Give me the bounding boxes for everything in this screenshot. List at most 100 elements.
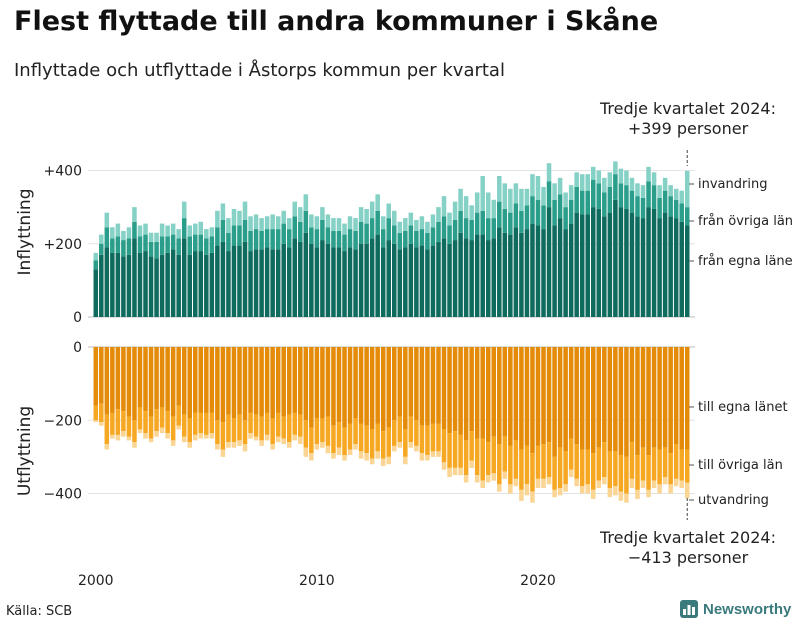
bar-outflow-2 [474, 475, 480, 483]
y-axis-title-outflow: Utflyttning [15, 406, 35, 496]
bar-outflow-0 [137, 347, 143, 408]
bar-outflow-2 [181, 436, 187, 443]
bar-inflow-1 [646, 181, 651, 208]
bar-inflow-1 [336, 230, 342, 248]
bar-outflow-1 [386, 427, 391, 457]
bar-inflow-1 [270, 229, 275, 250]
bar-inflow-1 [679, 203, 684, 222]
bar-outflow-2 [198, 433, 204, 439]
bar-inflow-2 [474, 192, 480, 213]
bar-outflow-2 [115, 434, 121, 441]
bar-outflow-2 [121, 431, 126, 437]
bar-outflow-0 [425, 347, 430, 426]
bar-inflow-2 [165, 225, 170, 237]
bar-outflow-1 [651, 447, 657, 481]
bar-inflow-1 [662, 190, 668, 213]
bar-inflow-1 [519, 210, 524, 233]
bar-inflow-2 [441, 196, 447, 217]
bar-inflow-0 [303, 232, 309, 317]
legend-label-till-ovriga-lan: till övriga län [698, 458, 783, 473]
bar-outflow-1 [485, 442, 491, 476]
bar-inflow-0 [237, 245, 242, 317]
legend-label-fran-ovriga-lan: från övriga län [698, 214, 793, 229]
bar-outflow-2 [574, 478, 579, 487]
bar-inflow-0 [662, 212, 668, 317]
bar-outflow-0 [253, 347, 259, 415]
bar-inflow-2 [673, 188, 679, 200]
bar-outflow-0 [159, 347, 165, 408]
bar-inflow-2 [170, 223, 176, 235]
bar-outflow-2 [684, 482, 690, 499]
bar-inflow-2 [684, 170, 690, 208]
annotation-bottom-line2: −413 personer [628, 548, 749, 567]
bar-inflow-0 [414, 247, 419, 317]
bar-inflow-2 [408, 212, 414, 226]
bar-outflow-1 [414, 420, 419, 446]
bar-outflow-0 [187, 347, 192, 419]
bar-inflow-1 [414, 230, 419, 248]
bar-outflow-2 [259, 440, 264, 446]
bar-inflow-2 [264, 216, 270, 230]
bar-inflow-0 [441, 238, 447, 317]
bar-outflow-2 [591, 489, 596, 499]
bar-outflow-0 [320, 347, 325, 419]
bar-inflow-2 [629, 177, 635, 191]
bar-outflow-1 [292, 412, 298, 435]
bar-outflow-1 [585, 449, 590, 485]
bar-inflow-0 [154, 258, 159, 317]
bar-inflow-0 [480, 234, 485, 317]
bar-outflow-0 [386, 347, 391, 428]
bar-outflow-1 [430, 423, 436, 452]
bar-inflow-2 [347, 216, 353, 230]
bar-outflow-1 [497, 444, 502, 485]
bar-inflow-1 [408, 225, 414, 244]
bar-outflow-2 [364, 453, 369, 461]
y-tick-label: 0 [73, 340, 82, 356]
bar-outflow-0 [414, 347, 419, 421]
bar-inflow-2 [425, 221, 430, 233]
bar-inflow-2 [331, 218, 336, 231]
bar-outflow-1 [303, 420, 309, 448]
bar-inflow-0 [579, 214, 585, 317]
bar-inflow-0 [132, 238, 137, 317]
bar-inflow-1 [480, 210, 485, 235]
bar-outflow-0 [353, 347, 358, 419]
inflow-panel: 0 +200 +400 Inflyttning invandring från övrig… [15, 99, 793, 326]
x-tick-label: 2010 [299, 573, 335, 589]
bar-inflow-0 [408, 243, 414, 317]
bar-inflow-0 [137, 252, 143, 317]
bar-outflow-0 [524, 347, 530, 446]
bar-outflow-1 [281, 416, 286, 439]
bar-inflow-0 [635, 216, 640, 317]
bar-outflow-2 [480, 480, 485, 489]
bar-inflow-1 [386, 218, 391, 241]
bar-outflow-1 [397, 416, 403, 443]
bar-inflow-1 [181, 218, 187, 239]
bar-outflow-2 [353, 444, 358, 450]
x-tick-label: 2000 [78, 573, 114, 589]
bar-outflow-2 [497, 484, 502, 492]
bar-outflow-0 [596, 347, 602, 448]
bar-inflow-0 [298, 241, 303, 317]
bar-outflow-2 [165, 433, 170, 439]
bar-inflow-1 [286, 229, 292, 248]
bar-inflow-0 [181, 238, 187, 317]
bar-outflow-0 [463, 347, 469, 441]
bar-inflow-1 [347, 229, 353, 248]
bar-inflow-2 [458, 188, 463, 211]
bar-inflow-2 [325, 214, 331, 228]
bar-outflow-1 [110, 412, 115, 435]
bar-inflow-0 [220, 241, 226, 317]
legend-label-till-egna-lanet: till egna länet [698, 400, 788, 415]
bar-inflow-0 [209, 252, 215, 317]
brand-logo[interactable]: Newsworthy [680, 600, 791, 618]
bar-inflow-2 [568, 185, 574, 200]
bar-outflow-0 [215, 347, 220, 421]
bar-inflow-0 [463, 238, 469, 317]
bar-outflow-0 [369, 347, 375, 430]
bar-outflow-0 [552, 347, 557, 457]
bar-inflow-0 [309, 243, 314, 317]
bar-outflow-2 [209, 433, 215, 439]
bar-outflow-2 [126, 436, 132, 441]
bar-outflow-0 [347, 347, 353, 424]
